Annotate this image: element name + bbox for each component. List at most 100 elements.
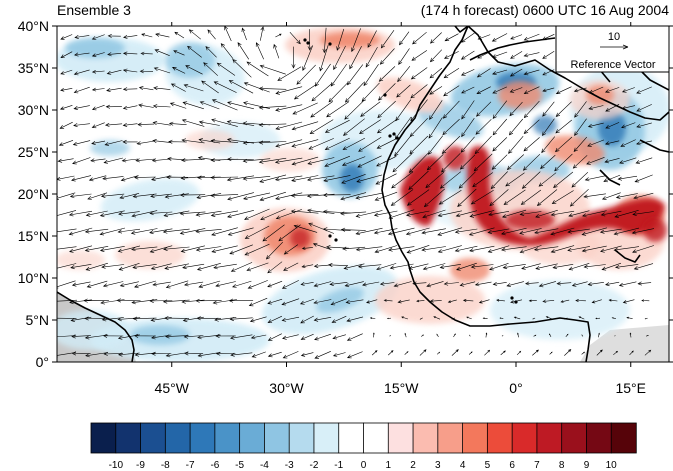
wind-vector — [293, 83, 318, 100]
wind-vector — [459, 281, 476, 287]
wind-vector — [555, 101, 572, 117]
wind-vector — [492, 281, 507, 286]
wind-vector — [308, 222, 335, 234]
wind-vector — [554, 136, 573, 153]
wind-vector — [57, 175, 75, 181]
wind-vector — [322, 193, 351, 198]
wind-vector — [468, 227, 495, 236]
wind-vector — [106, 87, 122, 92]
wind-vector — [58, 140, 74, 146]
wind-vector — [122, 51, 138, 56]
wind-vector — [375, 173, 397, 185]
wind-vector — [165, 280, 189, 289]
wind-vector — [207, 29, 216, 40]
wind-vector — [378, 83, 396, 101]
wind-vector — [196, 316, 221, 321]
wind-vector — [141, 33, 153, 38]
lat-tick-label: 0° — [36, 354, 49, 370]
wind-vector — [152, 121, 171, 126]
wind-vector — [406, 189, 430, 206]
wind-vector — [195, 210, 222, 217]
wind-vector — [477, 51, 491, 59]
wind-vector — [211, 227, 238, 236]
wind-vector — [644, 317, 648, 320]
wind-vector — [528, 299, 537, 302]
wind-vector — [249, 316, 267, 323]
wind-vector — [134, 175, 156, 180]
wind-vector — [460, 32, 475, 43]
wind-vector — [119, 281, 139, 287]
wind-vector — [154, 49, 170, 56]
wind-vector — [117, 228, 141, 234]
wind-vector — [73, 123, 90, 128]
wind-vector — [313, 281, 332, 288]
wind-vector — [155, 32, 170, 38]
wind-vector — [165, 352, 189, 358]
wind-vector — [501, 227, 527, 236]
wind-vector — [184, 281, 204, 287]
wind-vector — [522, 153, 541, 171]
wind-vector — [509, 68, 523, 77]
colorbar-swatch — [264, 422, 290, 454]
wind-vector — [601, 192, 621, 200]
wind-vector — [587, 139, 605, 147]
wind-vector — [168, 121, 187, 126]
wind-vector — [227, 101, 254, 110]
wind-vector — [168, 139, 188, 144]
wind-vector — [309, 119, 334, 135]
wind-vector — [117, 334, 140, 340]
wind-vector — [409, 135, 429, 155]
wind-vector — [456, 262, 477, 271]
wind-vector — [613, 350, 619, 356]
wind-vector — [57, 192, 76, 200]
wind-vector — [621, 105, 636, 110]
wind-vector — [408, 170, 429, 190]
wind-vector — [615, 264, 639, 269]
island — [306, 41, 310, 45]
wind-vector — [230, 352, 253, 357]
wind-vector — [523, 86, 540, 94]
wind-vector — [247, 280, 268, 289]
wind-vector — [241, 27, 247, 41]
wind-vector — [258, 157, 287, 164]
colorbar-label: -5 — [235, 460, 244, 471]
wind-vector — [404, 332, 407, 338]
wind-vector — [383, 299, 393, 302]
wind-vector — [451, 349, 459, 356]
wind-vector — [632, 245, 654, 254]
wind-vector — [346, 333, 363, 341]
wind-vector — [505, 172, 525, 187]
wind-vector — [429, 299, 442, 303]
wind-vector — [283, 262, 299, 271]
colorbar-swatch — [214, 422, 241, 454]
wind-vector — [373, 332, 375, 338]
wind-vector — [503, 189, 526, 205]
wind-vector — [211, 118, 238, 127]
wind-vector — [60, 34, 73, 40]
colorbar-swatch — [437, 422, 464, 454]
wind-vector — [91, 52, 105, 57]
wind-vector — [251, 351, 266, 358]
wind-vector — [211, 99, 238, 111]
wind-vector — [199, 101, 220, 110]
colorbar-label: -6 — [210, 460, 219, 471]
map-panel — [57, 26, 669, 362]
wind-vector — [394, 116, 412, 140]
wind-vector — [327, 263, 349, 267]
colorbar-label: -8 — [161, 460, 170, 471]
wind-vector — [120, 175, 139, 182]
wind-vector — [68, 210, 93, 217]
wind-vector — [355, 192, 383, 200]
wind-vector — [215, 351, 236, 356]
wind-vector — [395, 99, 412, 122]
wind-vector — [491, 154, 508, 170]
wind-vector — [401, 316, 408, 320]
colorbar-label: -9 — [136, 460, 145, 471]
wind-vector — [489, 189, 509, 207]
wind-vector — [130, 228, 158, 235]
wind-vector — [74, 34, 90, 39]
wind-vector — [165, 334, 189, 339]
wind-vector — [232, 59, 252, 78]
wind-vector — [195, 298, 222, 303]
wind-vector — [196, 193, 222, 200]
